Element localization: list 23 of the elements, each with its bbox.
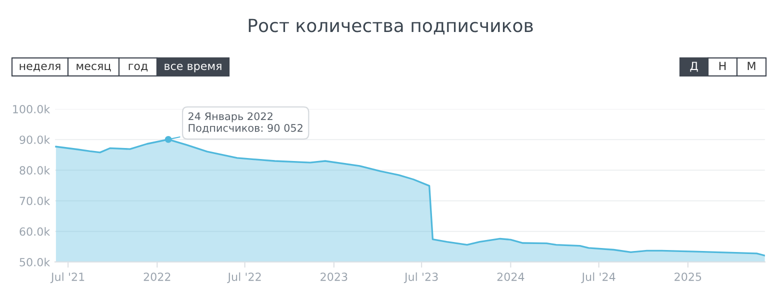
text: М [748, 62, 756, 70]
text: неделя [20, 64, 60, 72]
text: все время [164, 64, 222, 72]
y-tick-label: 50.0k [20, 258, 50, 266]
y-tick-label: 80.0k [20, 166, 50, 175]
text: год [128, 64, 148, 72]
x-tick-label: Jul '21 [50, 272, 84, 284]
x-tick-label: Jul '22 [227, 272, 261, 284]
y-tick-label: 100.0k [13, 104, 50, 114]
y-tick-label: 70.0k [20, 196, 50, 206]
x-tick-label: 2022 [144, 272, 170, 282]
x-tick-label: 2023 [320, 272, 348, 282]
text: Д [690, 62, 698, 72]
x-tick-label: 2025 [674, 272, 702, 282]
chart-title: Рост количества подписчиков [248, 18, 533, 34]
y-tick-label: 60.0k [20, 227, 50, 236]
annotation: 24 Январь 2022 Подписчиков: 90 052 [188, 112, 302, 134]
y-tick-label: 90.0k [20, 135, 50, 144]
x-tick-label: Jul '23 [404, 272, 438, 284]
text: месяц [76, 64, 111, 72]
x-tick-label: 2024 [497, 272, 524, 282]
text: Н [719, 62, 726, 70]
x-tick-label: Jul '24 [581, 272, 616, 284]
